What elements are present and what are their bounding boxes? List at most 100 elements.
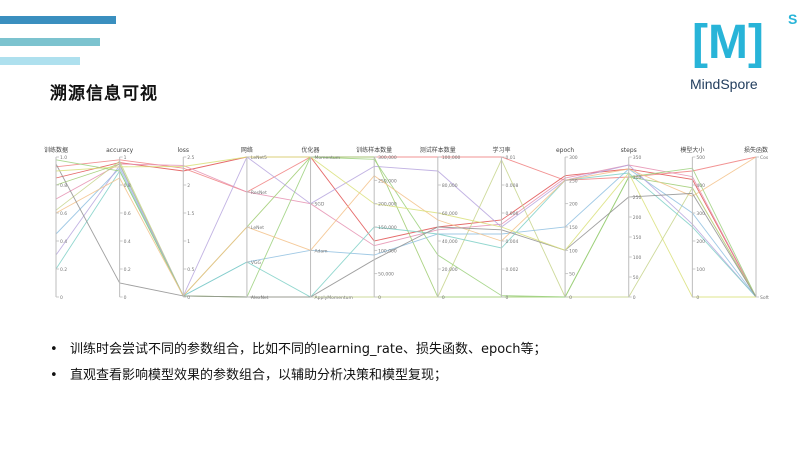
tick-label: 200 — [696, 239, 705, 245]
series-line — [55, 156, 757, 298]
tick-label: 50 — [633, 275, 639, 281]
mindspore-logo: [M] S — [692, 11, 797, 69]
tick-label: 1.0 — [60, 155, 67, 161]
tick-label: Momentum — [315, 155, 341, 161]
series-line — [55, 156, 756, 298]
tick-label: 1 — [187, 239, 190, 245]
bullet-list: • 训练时会尝试不同的参数组合，比如不同的learning_rate、损失函数、e… — [50, 343, 547, 395]
tick-label: 200 — [633, 215, 642, 221]
axis-label: epoch — [556, 147, 574, 154]
parallel-coordinates-chart: 训练数据1.00.80.60.40.20accuracy10.80.60.40.… — [44, 146, 769, 301]
axis-label: 优化器 — [302, 146, 320, 154]
series-line — [55, 156, 757, 298]
tick-label: 1 — [124, 155, 127, 161]
tick-label: 300,000 — [378, 155, 397, 161]
bullet-item: • 直观查看影响模型效果的参数组合，以辅助分析决策和模型复现； — [50, 369, 547, 395]
bullet-item: • 训练时会尝试不同的参数组合，比如不同的learning_rate、损失函数、e… — [50, 343, 547, 369]
tick-label: 250 — [633, 195, 642, 201]
tick-label: 100 — [633, 255, 642, 261]
tick-label: 0 — [633, 295, 636, 301]
series-line — [55, 163, 757, 298]
tick-label: 0.002 — [505, 267, 518, 273]
tick-label: 300 — [696, 211, 705, 217]
logo-superscript: S — [788, 11, 797, 27]
tick-label: Cos — [760, 155, 769, 161]
tick-label: 0 — [505, 295, 508, 301]
tick-label: 500 — [696, 155, 705, 161]
tick-label: 0.008 — [505, 183, 518, 189]
tick-label: VGG — [251, 260, 262, 266]
tick-label: 2.5 — [187, 155, 194, 161]
tick-label: 0.01 — [505, 155, 515, 161]
tick-label: 100,000 — [442, 155, 461, 161]
tick-label: 100 — [696, 267, 705, 273]
tick-label: 60,000 — [442, 211, 458, 217]
tick-label: 250,000 — [378, 178, 397, 184]
tick-label: 50 — [569, 272, 575, 278]
series-line — [55, 156, 757, 193]
tick-label: 250 — [569, 178, 578, 184]
tick-label: SGD — [315, 202, 325, 208]
tick-label: 0.4 — [60, 239, 67, 245]
tick-label: 350 — [633, 155, 642, 161]
tick-label: 200,000 — [378, 202, 397, 208]
tick-label: Adam — [315, 248, 328, 254]
axis-label: loss — [177, 147, 189, 154]
tick-label: 0 — [60, 295, 63, 301]
axis-label: steps — [621, 147, 637, 154]
tick-label: 100,000 — [378, 248, 397, 254]
tick-label: 0.2 — [124, 267, 131, 273]
slide-title: 溯源信息可视 — [50, 84, 158, 104]
accent-bar-1 — [0, 16, 116, 24]
tick-label: 150 — [633, 235, 642, 241]
tick-label: AlexNet — [251, 295, 269, 301]
tick-label: 300 — [569, 155, 578, 161]
tick-label: LeNet — [251, 225, 264, 231]
tick-label: 0.8 — [124, 183, 131, 189]
accent-bar-3 — [0, 57, 80, 65]
series-line — [55, 163, 757, 298]
tick-label: 400 — [696, 183, 705, 189]
logo-brand-text: MindSpore — [690, 76, 758, 92]
tick-label: 0.5 — [187, 267, 194, 273]
tick-label: 80,000 — [442, 183, 458, 189]
bullet-dot: • — [50, 368, 58, 383]
tick-label: 2 — [187, 183, 190, 189]
tick-label: 1.5 — [187, 211, 194, 217]
bullet-dot: • — [50, 342, 58, 357]
tick-label: ApplyMomentum — [315, 295, 353, 301]
axis-label: 测试样本数量 — [420, 146, 456, 154]
axis-label: 网络 — [241, 146, 253, 154]
axis-label: 模型大小 — [680, 146, 704, 154]
bullet-text: 训练时会尝试不同的参数组合，比如不同的learning_rate、损失函数、ep… — [70, 342, 547, 357]
tick-label: 100 — [569, 248, 578, 254]
tick-label: 150,000 — [378, 225, 397, 231]
tick-label: 0.2 — [60, 267, 67, 273]
series-line — [55, 167, 757, 298]
tick-label: 0 — [124, 295, 127, 301]
tick-label: LeNet5 — [251, 155, 267, 161]
tick-label: 0.006 — [505, 211, 518, 217]
tick-label: 300 — [633, 175, 642, 181]
tick-label: 0 — [187, 295, 190, 301]
tick-label: 40,000 — [442, 239, 458, 245]
logo-mark: [M] — [692, 16, 764, 69]
tick-label: 0.4 — [124, 239, 131, 245]
axis-label: accuracy — [106, 147, 134, 154]
axis-label: 训练数据 — [44, 146, 68, 154]
tick-label: 0 — [378, 295, 381, 301]
tick-label: ResNet — [251, 190, 267, 196]
axis-label: 损失函数 — [744, 146, 768, 154]
tick-label: 150 — [569, 225, 578, 231]
tick-label: 0.6 — [124, 211, 131, 217]
axis-label: 训练样本数量 — [356, 146, 392, 154]
tick-label: 0 — [442, 295, 445, 301]
accent-bar-2 — [0, 38, 100, 46]
tick-label: 20,000 — [442, 267, 458, 273]
tick-label: 0.8 — [60, 183, 67, 189]
axis-label: 学习率 — [492, 146, 510, 154]
tick-label: 50,000 — [378, 272, 394, 278]
tick-label: Soft — [760, 295, 769, 301]
tick-label: 0.6 — [60, 211, 67, 217]
tick-label: 200 — [569, 202, 578, 208]
